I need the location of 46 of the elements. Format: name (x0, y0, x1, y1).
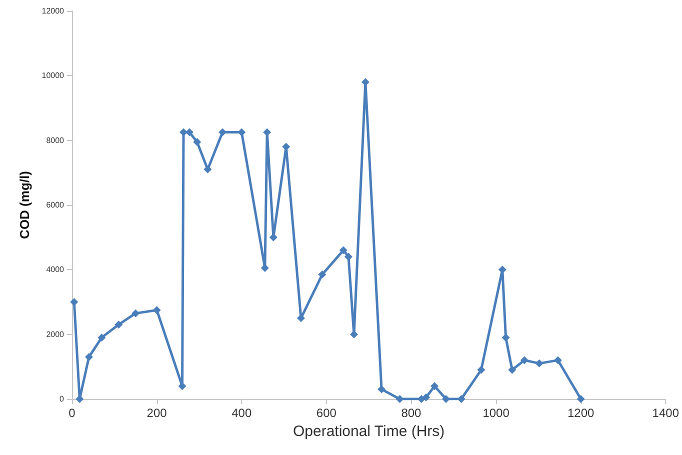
point (554, 356, 562, 364)
x-axis-title: Operational Time (Hrs) (292, 422, 445, 440)
point (84, 352, 93, 361)
y-tick-label: 12000 (42, 6, 65, 16)
y-tick-label: 2000 (46, 330, 65, 339)
x-tick-label: 400 (232, 406, 252, 420)
x-tick-label: 0 (68, 406, 76, 420)
y-tick-label: 0 (60, 394, 65, 404)
point (396, 395, 404, 403)
point (260, 264, 269, 272)
point (344, 252, 352, 261)
y-tick-label: 4000 (46, 265, 65, 274)
x-tick-label: 1400 (652, 406, 680, 420)
point (508, 366, 516, 374)
point (339, 246, 348, 254)
y-axis-title: COD (mg/l) (16, 171, 32, 239)
point (204, 165, 212, 174)
point (98, 334, 106, 342)
point (70, 298, 78, 306)
point (152, 306, 161, 314)
x-tick-label: 600 (316, 406, 337, 420)
point (502, 334, 510, 342)
point (457, 395, 466, 403)
point (263, 128, 272, 136)
point (238, 128, 246, 136)
point (178, 382, 186, 390)
x-tick-label: 800 (401, 406, 422, 420)
point (318, 270, 326, 279)
x-tick-label: 200 (146, 406, 168, 420)
x-tick-label: 1200 (567, 406, 595, 420)
y-tick-label: 6000 (46, 200, 65, 210)
point (193, 138, 202, 146)
point (422, 393, 430, 402)
point (520, 356, 528, 364)
point (576, 395, 585, 403)
point (535, 359, 544, 368)
point (442, 395, 450, 403)
x-tick-label: 1000 (482, 406, 510, 420)
point (132, 309, 140, 318)
y-tick-label: 8000 (46, 136, 65, 145)
point (76, 395, 84, 403)
y-tick-label: 10000 (42, 71, 65, 80)
point (114, 320, 123, 329)
point (477, 366, 486, 374)
point (430, 382, 439, 390)
point (378, 385, 386, 394)
